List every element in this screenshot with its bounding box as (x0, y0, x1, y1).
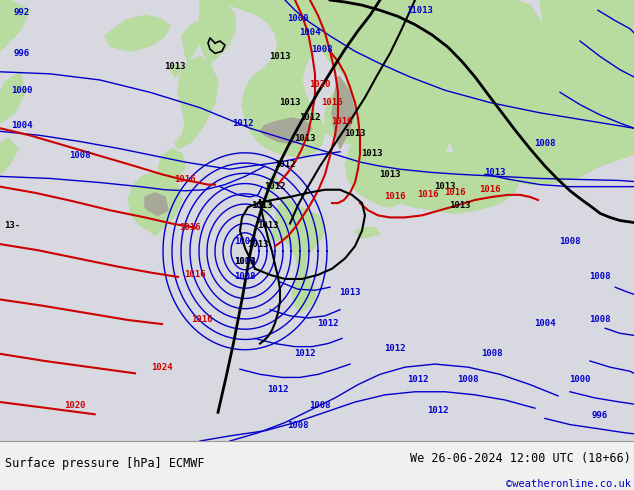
Text: 1008: 1008 (559, 237, 581, 245)
Text: 1016: 1016 (174, 175, 196, 184)
Text: 1008: 1008 (589, 316, 611, 324)
Text: 1004: 1004 (299, 28, 321, 37)
Polygon shape (218, 0, 325, 156)
Text: 1008: 1008 (481, 349, 503, 358)
Text: 1012: 1012 (232, 119, 254, 127)
Text: 1008: 1008 (589, 272, 611, 281)
Polygon shape (355, 228, 380, 238)
Polygon shape (175, 56, 218, 148)
Text: 1016: 1016 (191, 316, 213, 324)
Text: 1008: 1008 (234, 272, 256, 281)
Polygon shape (128, 172, 182, 236)
Text: 1000: 1000 (569, 375, 591, 384)
Polygon shape (260, 195, 272, 216)
Text: 1012: 1012 (427, 406, 449, 415)
Polygon shape (260, 118, 312, 144)
Text: 1020: 1020 (64, 401, 86, 410)
Text: 1012: 1012 (264, 182, 286, 191)
Text: 992: 992 (14, 8, 30, 17)
Text: 1016: 1016 (184, 270, 206, 279)
Text: 1013: 1013 (344, 129, 366, 138)
Text: 1004: 1004 (534, 318, 556, 327)
Text: 1013: 1013 (247, 240, 269, 248)
Text: 1016: 1016 (444, 188, 466, 197)
Text: 1013: 1013 (234, 257, 256, 266)
Text: 1000: 1000 (287, 14, 309, 23)
Polygon shape (420, 0, 505, 183)
Text: 1016: 1016 (417, 190, 439, 199)
Text: 1013: 1013 (361, 149, 383, 158)
Text: 1016: 1016 (384, 193, 406, 201)
Polygon shape (332, 77, 355, 148)
Polygon shape (400, 0, 420, 77)
Text: 996: 996 (14, 49, 30, 58)
Polygon shape (170, 64, 182, 77)
Text: 1012: 1012 (317, 318, 339, 327)
Text: 996: 996 (592, 411, 608, 420)
Text: 1008: 1008 (311, 45, 333, 54)
Text: 1013: 1013 (164, 62, 186, 71)
Text: We 26-06-2024 12:00 UTC (18+66): We 26-06-2024 12:00 UTC (18+66) (410, 452, 631, 465)
Text: 1013: 1013 (450, 200, 471, 210)
Text: 1013: 1013 (339, 288, 361, 297)
Text: 1012: 1012 (299, 114, 321, 122)
Text: 1016: 1016 (479, 185, 501, 194)
Text: 1016: 1016 (179, 223, 201, 232)
Polygon shape (198, 0, 298, 64)
Text: ©weatheronline.co.uk: ©weatheronline.co.uk (506, 479, 631, 489)
Text: 1013: 1013 (251, 200, 273, 210)
Polygon shape (265, 174, 278, 193)
Text: 1013: 1013 (279, 98, 301, 107)
Text: 1013: 1013 (484, 168, 506, 177)
Text: 11013: 11013 (406, 6, 434, 15)
Text: 1016: 1016 (331, 117, 353, 125)
Text: 1000: 1000 (234, 237, 256, 245)
Text: Surface pressure [hPa] ECMWF: Surface pressure [hPa] ECMWF (5, 457, 205, 469)
Text: 1008: 1008 (534, 139, 556, 148)
Text: 1013: 1013 (379, 170, 401, 179)
Text: 1008: 1008 (69, 151, 91, 160)
Text: 1008: 1008 (287, 421, 309, 430)
Text: 1024: 1024 (152, 363, 172, 371)
Text: 1004: 1004 (11, 121, 33, 130)
Text: 1012: 1012 (407, 375, 429, 384)
Polygon shape (425, 98, 450, 156)
Text: 1008: 1008 (457, 375, 479, 384)
Polygon shape (298, 0, 412, 207)
Text: 1012: 1012 (275, 160, 295, 169)
Polygon shape (0, 139, 18, 174)
Polygon shape (275, 197, 325, 313)
Text: 1012: 1012 (384, 344, 406, 353)
Text: 1012: 1012 (268, 385, 288, 394)
Polygon shape (0, 0, 30, 51)
Text: 1013: 1013 (294, 134, 316, 143)
Polygon shape (450, 92, 520, 183)
Polygon shape (352, 146, 390, 187)
Text: 1012: 1012 (294, 349, 316, 358)
Text: 1004: 1004 (234, 257, 256, 266)
Text: 1013: 1013 (269, 52, 291, 61)
Text: 1020: 1020 (309, 79, 331, 89)
Text: 1000: 1000 (11, 86, 33, 95)
Polygon shape (400, 144, 518, 213)
Polygon shape (270, 223, 288, 241)
Polygon shape (105, 15, 170, 51)
Text: 1008: 1008 (309, 401, 331, 410)
Polygon shape (0, 72, 25, 123)
Polygon shape (325, 77, 395, 146)
Polygon shape (360, 0, 450, 156)
Polygon shape (145, 193, 168, 216)
Text: 1013: 1013 (434, 182, 456, 191)
Polygon shape (182, 21, 205, 62)
Polygon shape (158, 148, 185, 187)
Text: 13-: 13- (4, 221, 20, 230)
Polygon shape (505, 0, 634, 185)
Text: 1016: 1016 (321, 98, 343, 107)
Polygon shape (505, 0, 545, 179)
Text: 1013: 1013 (257, 221, 279, 230)
